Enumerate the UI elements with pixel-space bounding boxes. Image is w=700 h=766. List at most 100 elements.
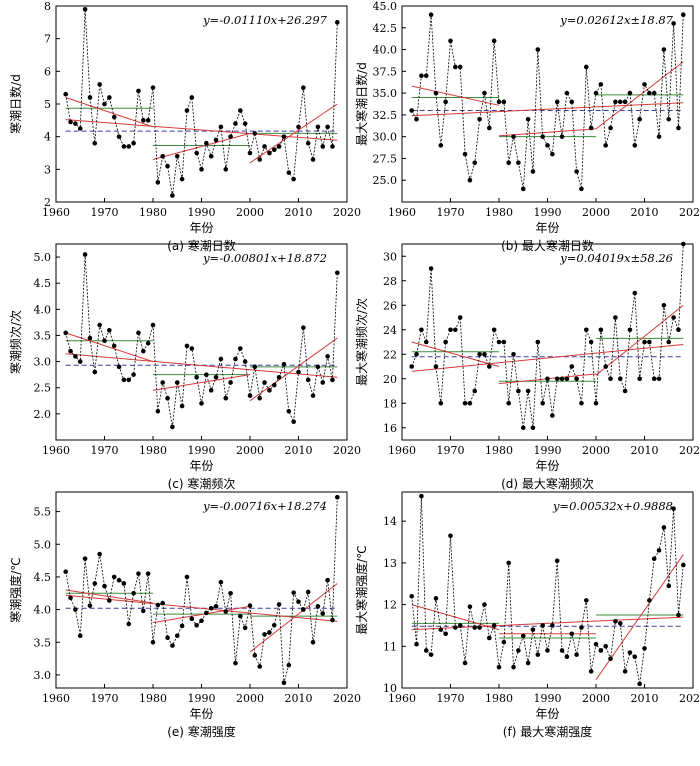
x-tick-label: 1970: [437, 692, 465, 705]
y-tick-label: 12: [383, 599, 397, 612]
data-point: [136, 88, 141, 94]
data-point: [516, 648, 521, 653]
data-point: [68, 119, 73, 125]
data-point: [63, 91, 68, 97]
y-tick-label: 5: [44, 98, 51, 111]
data-point: [661, 525, 667, 530]
data-point: [550, 413, 555, 418]
data-point: [310, 393, 316, 398]
x-axis-label: 年份: [535, 707, 559, 721]
data-point: [423, 73, 429, 78]
data-point: [281, 361, 287, 367]
data-point: [286, 662, 292, 668]
x-tick-label: 2020: [333, 206, 361, 219]
data-point: [569, 631, 575, 637]
y-tick-label: 3.5: [34, 329, 52, 342]
x-axis-label: 年份: [535, 221, 559, 235]
data-point: [632, 143, 638, 148]
data-point: [228, 134, 233, 139]
data-point: [238, 346, 243, 351]
data-point: [482, 90, 487, 96]
data-point: [165, 635, 170, 640]
data-point: [242, 359, 248, 364]
data-point: [520, 186, 526, 192]
data-point: [603, 143, 608, 148]
regression-equation: y=0.02612x±18.87: [559, 13, 673, 27]
x-tick-label: 2000: [236, 444, 264, 457]
data-point: [257, 157, 263, 162]
data-point: [320, 144, 326, 149]
data-point: [141, 118, 146, 123]
data-point: [291, 590, 296, 595]
data-point: [281, 680, 287, 686]
data-point: [252, 653, 258, 658]
data-point: [559, 376, 565, 382]
y-tick-label: 16: [383, 422, 397, 435]
data-point: [487, 125, 492, 131]
data-point: [63, 330, 68, 336]
y-tick-label: 14: [383, 515, 397, 528]
data-point: [116, 134, 122, 139]
y-tick-label: 37.5: [373, 65, 398, 78]
data-point: [320, 380, 326, 385]
data-point: [613, 315, 618, 320]
data-point: [141, 348, 146, 354]
data-point: [97, 551, 102, 557]
data-point: [448, 38, 453, 44]
data-point: [491, 38, 497, 44]
data-point: [150, 639, 156, 645]
panel-d: 1960 1970 1980 1990 2000 2010 2020 16 18 20 22 24 26…: [354, 241, 700, 491]
x-tick-label: 1990: [188, 206, 216, 219]
period-trend-line: [498, 128, 597, 137]
data-point: [666, 339, 672, 345]
data-point: [598, 82, 604, 87]
data-point: [656, 134, 662, 139]
data-point: [242, 121, 248, 126]
y-tick-label: 10: [383, 682, 397, 695]
data-point: [199, 167, 204, 172]
plot-frame: [55, 491, 348, 689]
y-tick-label: 2.0: [34, 408, 52, 421]
data-point: [520, 633, 526, 639]
data-point: [276, 374, 282, 380]
x-tick-label: 2020: [333, 692, 361, 705]
data-point: [174, 380, 180, 385]
x-tick-label: 1990: [188, 444, 216, 457]
data-point: [496, 99, 502, 105]
data-point: [482, 351, 487, 357]
data-point: [443, 339, 448, 345]
data-point: [82, 6, 88, 12]
data-point: [204, 372, 209, 377]
panel-caption: (a) 寒潮日数: [167, 238, 236, 253]
period-trend-line: [411, 341, 500, 367]
data-point: [223, 609, 229, 614]
data-point: [559, 134, 565, 139]
x-tick-label: 2010: [631, 206, 659, 219]
data-point: [540, 623, 545, 628]
data-point: [160, 153, 165, 159]
data-point: [116, 364, 122, 370]
x-tick-label: 2000: [582, 692, 610, 705]
data-point: [184, 574, 190, 580]
y-axis-label: 最大寒潮日数/d: [354, 62, 369, 146]
data-point: [257, 395, 263, 401]
data-point: [487, 364, 492, 369]
period-trend-line: [152, 132, 251, 161]
data-point: [472, 388, 478, 394]
x-tick-label: 1990: [188, 692, 216, 705]
data-point: [170, 193, 175, 198]
data-point: [305, 377, 311, 383]
data-point: [647, 598, 652, 603]
y-tick-label: 4.5: [34, 571, 52, 584]
panel-caption: (b) 最大寒潮日数: [501, 238, 594, 253]
data-point: [330, 377, 335, 383]
data-point: [651, 376, 657, 382]
data-point: [676, 327, 681, 333]
data-point: [530, 627, 536, 632]
data-point: [506, 400, 512, 406]
period-trend-line: [595, 554, 684, 680]
data-point: [276, 602, 282, 607]
data-point: [409, 108, 415, 113]
x-tick-label: 1960: [388, 692, 416, 705]
series-line: [411, 243, 684, 428]
